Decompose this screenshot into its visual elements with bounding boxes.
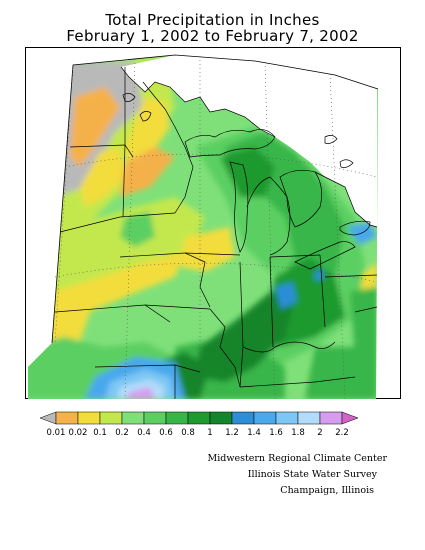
credit-organization: Midwestern Regional Climate Center bbox=[207, 453, 387, 464]
legend-label: 1.8 bbox=[291, 428, 305, 438]
great-lakes bbox=[120, 66, 378, 270]
precipitation-map bbox=[25, 47, 401, 399]
legend-label: 2.2 bbox=[335, 428, 349, 438]
legend-label: 1.2 bbox=[225, 428, 239, 438]
legend-swatch bbox=[297, 411, 321, 425]
legend-arrow-low bbox=[39, 411, 57, 425]
legend-swatch bbox=[143, 411, 167, 425]
canada-white-area bbox=[121, 55, 377, 227]
state-boundaries bbox=[54, 67, 378, 399]
legend-swatch bbox=[275, 411, 299, 425]
map-title: Total Precipitation in Inches bbox=[105, 11, 320, 29]
legend-label: 0.8 bbox=[181, 428, 195, 438]
legend-label: 0.01 bbox=[47, 428, 66, 438]
precipitation-field bbox=[28, 55, 378, 399]
legend-swatch bbox=[209, 411, 233, 425]
legend-color-bar bbox=[39, 411, 359, 425]
graticule bbox=[54, 56, 378, 399]
legend-swatch bbox=[99, 411, 123, 425]
legend-swatch bbox=[77, 411, 101, 425]
legend-swatch bbox=[165, 411, 189, 425]
legend-swatch bbox=[231, 411, 255, 425]
legend-label: 1.4 bbox=[247, 428, 261, 438]
credit-location: Champaign, Illinois bbox=[280, 485, 374, 496]
legend-label: 0.1 bbox=[93, 428, 107, 438]
legend-label: 1 bbox=[207, 428, 212, 438]
legend-swatch bbox=[187, 411, 211, 425]
legend-label: 2 bbox=[317, 428, 322, 438]
legend-swatch bbox=[319, 411, 343, 425]
legend-arrow-high bbox=[341, 411, 359, 425]
legend-labels: 0.01 0.02 0.1 0.2 0.4 0.6 0.8 1 1.2 1.4 1.6 1.8 2 2.2 bbox=[47, 428, 349, 438]
credit-survey: Illinois State Water Survey bbox=[247, 469, 377, 480]
legend-label: 1.6 bbox=[269, 428, 283, 438]
color-legend: 0.01 0.02 0.1 0.2 0.4 0.6 0.8 1 1.2 1.4 1.6 1.8 2 2.2 bbox=[39, 411, 359, 438]
legend-label: 0.2 bbox=[115, 428, 129, 438]
map-date-range: February 1, 2002 to February 7, 2002 bbox=[66, 27, 359, 45]
legend-swatch bbox=[253, 411, 277, 425]
legend-swatch bbox=[121, 411, 145, 425]
legend-label: 0.6 bbox=[159, 428, 173, 438]
legend-label: 0.4 bbox=[137, 428, 151, 438]
legend-swatch bbox=[55, 411, 79, 425]
legend-label: 0.02 bbox=[69, 428, 88, 438]
domain-border bbox=[51, 54, 379, 344]
